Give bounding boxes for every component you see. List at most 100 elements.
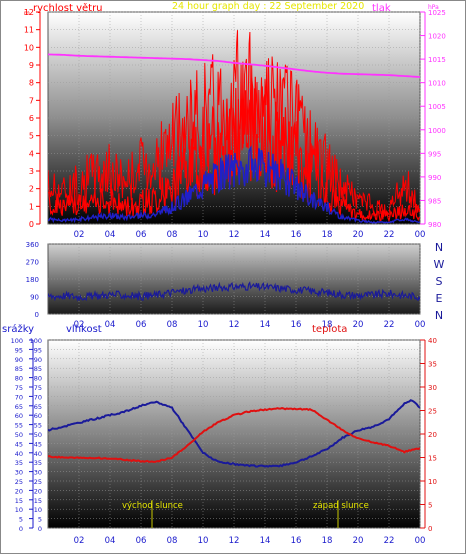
wind-direction-line [48, 281, 420, 302]
sunset-label: západ slunce [313, 501, 369, 511]
wind-axis-tick-label: 5 [29, 132, 34, 141]
humidity-axis-tick-label: 0 [38, 525, 42, 533]
humidity-axis-tick-label: 75 [34, 384, 42, 392]
hour-tick-label: 14 [260, 320, 271, 330]
hour-tick-label: 18 [322, 320, 333, 330]
rain-axis-tick-label: 5 [19, 516, 23, 524]
wind-axis-tick-label: 0 [29, 220, 34, 229]
wind-axis-tick-label: 6 [29, 114, 34, 123]
middle-hour-axis: 02 04 06 08 10 12 14 16 18 20 22 00 [74, 320, 426, 330]
hour-tick-label: 08 [167, 230, 178, 240]
hour-tick-label: 06 [136, 536, 147, 546]
hour-tick-label: 08 [167, 536, 178, 546]
wind-axis-tick-label: 4 [29, 149, 34, 158]
humidity-axis-tick-label: 30 [34, 469, 42, 477]
humidity-axis-tick-label: 70 [34, 393, 42, 401]
temperature-axis-tick-label: 30 [428, 384, 437, 392]
wind-axis-tick-label: 12 [24, 8, 34, 17]
wind-average-line [48, 145, 420, 224]
rain-axis-tick-label: 15 [15, 497, 23, 505]
wind-axis-tick-label: 7 [29, 96, 34, 105]
rain-axis-tick-label: 90 [15, 356, 23, 364]
compass-label: N [435, 241, 443, 254]
hour-tick-label: 16 [291, 536, 302, 546]
humidity-axis-tick-label: 90 [34, 356, 42, 364]
humidity-axis-tick-label: 5 [38, 516, 42, 524]
temperature-axis-tick-label: 10 [428, 478, 437, 486]
compass-label: W [434, 258, 445, 271]
hour-tick-label: 00 [415, 320, 426, 330]
rain-axis-tick-label: 100 [11, 337, 23, 345]
hour-tick-label: 14 [260, 536, 271, 546]
humidity-axis-tick-label: 20 [34, 487, 42, 495]
bottom-hour-axis: 02 04 06 08 10 12 14 16 18 20 22 00 [74, 536, 426, 546]
temperature-axis-tick-label: 40 [428, 337, 437, 345]
pressure-axis-tick-label: 985 [428, 197, 441, 205]
compass-label: N [435, 309, 443, 322]
chart-title: 24 hour graph day : 22 September 2020 [172, 1, 364, 12]
compass-label: E [436, 292, 443, 305]
temperature-axis: 0 5 10 15 20 25 30 35 40 [420, 337, 437, 533]
temperature-line [48, 407, 420, 463]
pressure-axis-tick-label: 1025 [428, 9, 446, 17]
temperature-axis-tick-label: 0 [428, 525, 432, 533]
humidity-axis-tick-label: 65 [34, 403, 42, 411]
top-right-axis: 980 985 990 995 1000 1005 1010 1015 1020 1025 [420, 9, 446, 229]
hour-tick-label: 02 [74, 230, 85, 240]
wind-axis-tick-label: 11 [24, 26, 34, 35]
hour-tick-label: 02 [74, 320, 85, 330]
rain-axis-tick-label: 30 [15, 469, 23, 477]
humidity-axis-tick-label: 35 [34, 459, 42, 467]
rain-axis-tick-label: 55 [15, 422, 23, 430]
hour-tick-label: 20 [353, 320, 364, 330]
hour-tick-label: 10 [198, 230, 209, 240]
temperature-axis-tick-label: 25 [428, 408, 437, 416]
hour-tick-label: 14 [260, 230, 271, 240]
hour-tick-label: 22 [384, 536, 395, 546]
rain-axis-tick-label: 40 [15, 450, 23, 458]
rain-axis-tick-label: 85 [15, 365, 23, 373]
top-hour-axis: 02 04 06 08 10 12 14 16 18 20 22 00 [74, 230, 426, 240]
rain-axis-tick-label: 70 [15, 393, 23, 401]
direction-axis-tick-label: 90 [30, 294, 39, 302]
wind-axis-tick-label: 2 [29, 185, 34, 194]
hour-tick-label: 16 [291, 230, 302, 240]
hour-tick-label: 04 [105, 230, 116, 240]
direction-axis-tick-label: 360 [26, 241, 39, 249]
temperature-label: teplota [312, 324, 347, 335]
wind-axis-tick-label: 10 [24, 43, 34, 52]
hour-tick-label: 10 [198, 320, 209, 330]
hour-tick-label: 16 [291, 320, 302, 330]
rain-axis-tick-label: 80 [15, 375, 23, 383]
sunrise-label: východ slunce [122, 501, 183, 511]
wind-speed-label: rychlost větru [33, 2, 103, 14]
rain-axis-tick-label: 60 [15, 412, 23, 420]
pressure-axis-tick-label: 1005 [428, 103, 446, 111]
humidity-axis-tick-label: 15 [34, 497, 42, 505]
rain-axis-tick-label: 0 [19, 525, 23, 533]
rain-axis-tick-label: 65 [15, 403, 23, 411]
hour-tick-label: 08 [167, 320, 178, 330]
hour-tick-label: 12 [229, 536, 240, 546]
hour-tick-label: 06 [136, 230, 147, 240]
bottom-panel: východ slunce západ slunce 0510152025303… [11, 337, 437, 546]
direction-axis-tick-label: 270 [26, 259, 39, 267]
wind-axis-tick-label: 3 [29, 167, 34, 176]
hour-tick-label: 22 [384, 230, 395, 240]
direction-axis-tick-label: 0 [35, 311, 39, 319]
humidity-axis-tick-label: 55 [34, 422, 42, 430]
top-right-unit-mark: hPa [428, 4, 439, 11]
hour-tick-label: 18 [322, 536, 333, 546]
temperature-axis-tick-label: 5 [428, 502, 432, 510]
rain-axis-tick-label: 45 [15, 440, 23, 448]
pressure-axis-tick-label: 1000 [428, 127, 446, 135]
pressure-axis-tick-label: 1015 [428, 56, 446, 64]
humidity-axis-tick-label: 100 [30, 337, 42, 345]
direction-axis-tick-label: 180 [26, 276, 39, 284]
